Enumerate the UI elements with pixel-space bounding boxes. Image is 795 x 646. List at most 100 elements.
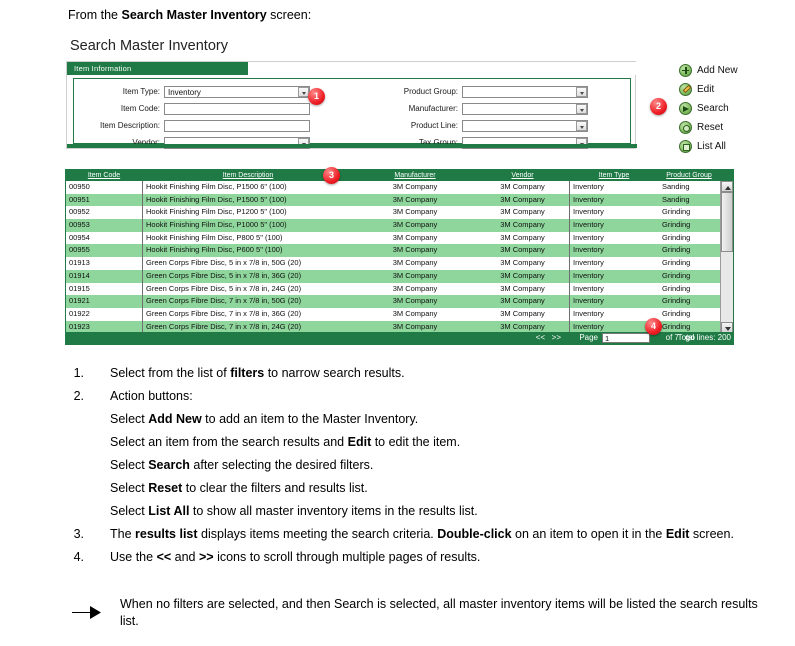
table-cell: 3M Company (392, 296, 438, 306)
panel-header-filler (248, 62, 637, 75)
emphasis-text: results list (135, 527, 198, 541)
grid-column-header-product-group[interactable]: Product Group (666, 172, 712, 179)
emphasis-text: List All (148, 504, 190, 518)
body-text: Select (110, 458, 149, 472)
table-row[interactable]: 01913 Green Corps Fibre Disc, 5 in x 7/8 … (66, 257, 733, 270)
table-cell: Grinding (662, 220, 691, 230)
table-row[interactable]: 01915 Green Corps Fibre Disc, 5 in x 7/8 … (66, 282, 733, 296)
table-cell: Inventory (569, 257, 659, 270)
instruction-number: 1. (73, 366, 84, 380)
intro-bold: Search Master Inventory (121, 8, 267, 22)
page-title: Search Master Inventory (70, 38, 228, 54)
table-cell: Sanding (662, 194, 690, 204)
table-row[interactable]: 00951 Hookit Finishing Film Disc, P1500 5… (66, 193, 733, 207)
page-number-input[interactable]: 1 (602, 333, 650, 343)
body-text: to edit the item. (371, 435, 461, 449)
table-cell: Inventory (569, 193, 659, 207)
table-cell: 00953 (69, 220, 90, 230)
results-grid[interactable]: Item Code Item Description Manufacturer Ven… (65, 169, 734, 345)
table-cell: 3M Company (392, 194, 438, 204)
go-button[interactable]: go (685, 333, 695, 342)
grid-body[interactable]: 00950 Hookit Finishing Film Disc, P1500 6… (66, 181, 733, 333)
table-cell: Grinding (662, 207, 691, 217)
total-lines-label: Total lines: 200 (677, 333, 731, 342)
emphasis-text: Search (148, 458, 190, 472)
pencil-icon (679, 83, 692, 96)
table-cell: 00954 (69, 232, 90, 242)
table-cell: Inventory (569, 219, 659, 232)
table-cell: 3M Company (500, 182, 545, 191)
action-buttons: Add New Edit Search Reset List All (679, 61, 789, 156)
table-cell: 00955 (69, 245, 90, 255)
action-button-edit[interactable]: Edit (679, 80, 789, 99)
intro-prefix: From the (68, 8, 122, 22)
prev-page-button[interactable]: << (535, 333, 545, 342)
table-row[interactable]: 00952 Hookit Finishing Film Disc, P1200 5… (66, 206, 733, 220)
grid-column-header-item-type[interactable]: Item Type (598, 172, 630, 179)
table-cell: 3M Company (500, 258, 545, 268)
table-row[interactable]: 01921 Green Corps Fibre Disc, 7 in x 7/8 … (66, 295, 733, 308)
filter-input-itemcode[interactable] (164, 103, 310, 115)
table-cell: 3M Company (500, 194, 545, 204)
instruction-item: 3. The results list displays items meetin… (68, 527, 768, 542)
grid-column-header-item-code[interactable]: Item Code (87, 172, 121, 179)
table-cell: 3M Company (392, 258, 438, 268)
filter-select-itemtype[interactable]: Inventory (164, 86, 310, 98)
table-cell: Inventory (569, 231, 659, 245)
filter-select-manufacturer[interactable] (462, 103, 588, 115)
chevron-down-icon[interactable] (576, 87, 587, 97)
instruction-subitem: Select Search after selecting the desire… (68, 458, 768, 473)
body-text: Select (110, 481, 149, 495)
grid-column-header-item-description[interactable]: Item Description (222, 172, 274, 179)
table-cell: 01921 (69, 296, 90, 306)
scroll-up-arrow-icon[interactable] (721, 181, 733, 192)
grid-column-header-vendor[interactable]: Vendor (511, 172, 534, 179)
table-cell: Inventory (569, 307, 659, 321)
instruction-item: 2. Action buttons: (68, 389, 768, 404)
grid-column-header-manufacturer[interactable]: Manufacturer (394, 172, 436, 179)
table-cell: Inventory (569, 320, 659, 333)
panel-body: Item Type: Inventory Item Code: Item Descri… (73, 78, 631, 149)
emphasis-text: Reset (148, 481, 183, 495)
table-cell: Inventory (569, 282, 659, 296)
filter-select-productline[interactable] (462, 120, 588, 132)
action-button-reset[interactable]: Reset (679, 118, 789, 137)
table-cell: 3M Company (392, 182, 438, 191)
table-cell: Hookit Finishing Film Disc, P1500 6" (10… (142, 181, 354, 194)
table-row[interactable]: 00950 Hookit Finishing Film Disc, P1500 6… (66, 181, 733, 194)
scroll-thumb[interactable] (721, 192, 733, 252)
body-text: to add an item to the Master Inventory. (201, 412, 419, 426)
table-cell: Inventory (569, 295, 659, 308)
chevron-down-icon[interactable] (576, 121, 587, 131)
action-button-search[interactable]: Search (679, 99, 789, 118)
chevron-down-icon[interactable] (576, 104, 587, 114)
table-row[interactable]: 01914 Green Corps Fibre Disc, 5 in x 7/8 … (66, 269, 733, 283)
list-square-icon (679, 140, 692, 153)
table-cell: Grinding (662, 258, 691, 268)
arrow-right-icon (72, 606, 101, 619)
table-cell: 3M Company (500, 283, 545, 293)
instruction-subitem: Select Add New to add an item to the Mas… (68, 412, 768, 427)
action-button-list-all[interactable]: List All (679, 137, 789, 156)
table-row[interactable]: 01923 Green Corps Fibre Disc, 7 in x 7/8 … (66, 320, 733, 333)
table-row[interactable]: 00954 Hookit Finishing Film Disc, P800 5"… (66, 231, 733, 245)
next-page-button[interactable]: >> (551, 333, 561, 342)
table-cell: 3M Company (392, 321, 438, 331)
table-row[interactable]: 00953 Hookit Finishing Film Disc, P1000 5… (66, 219, 733, 232)
table-cell: Grinding (662, 245, 691, 255)
table-cell: Inventory (569, 244, 659, 258)
action-button-add-new[interactable]: Add New (679, 61, 789, 80)
table-cell: Grinding (662, 283, 691, 293)
filter-select-productgroup[interactable] (462, 86, 588, 98)
filter-input-itemdescription[interactable] (164, 120, 310, 132)
filter-label: Product Line: (410, 121, 458, 130)
panel-bottom-bar (67, 144, 637, 148)
filter-row-itemdescription: Item Description: (82, 120, 332, 135)
grid-vertical-scrollbar[interactable] (720, 181, 733, 333)
table-row[interactable]: 00955 Hookit Finishing Film Disc, P600 5"… (66, 244, 733, 258)
filter-row-manufacturer: Manufacturer: (374, 103, 624, 118)
instruction-number: 2. (73, 389, 84, 403)
action-button-label: Reset (697, 122, 724, 133)
table-row[interactable]: 01922 Green Corps Fibre Disc, 7 in x 7/8 … (66, 307, 733, 321)
